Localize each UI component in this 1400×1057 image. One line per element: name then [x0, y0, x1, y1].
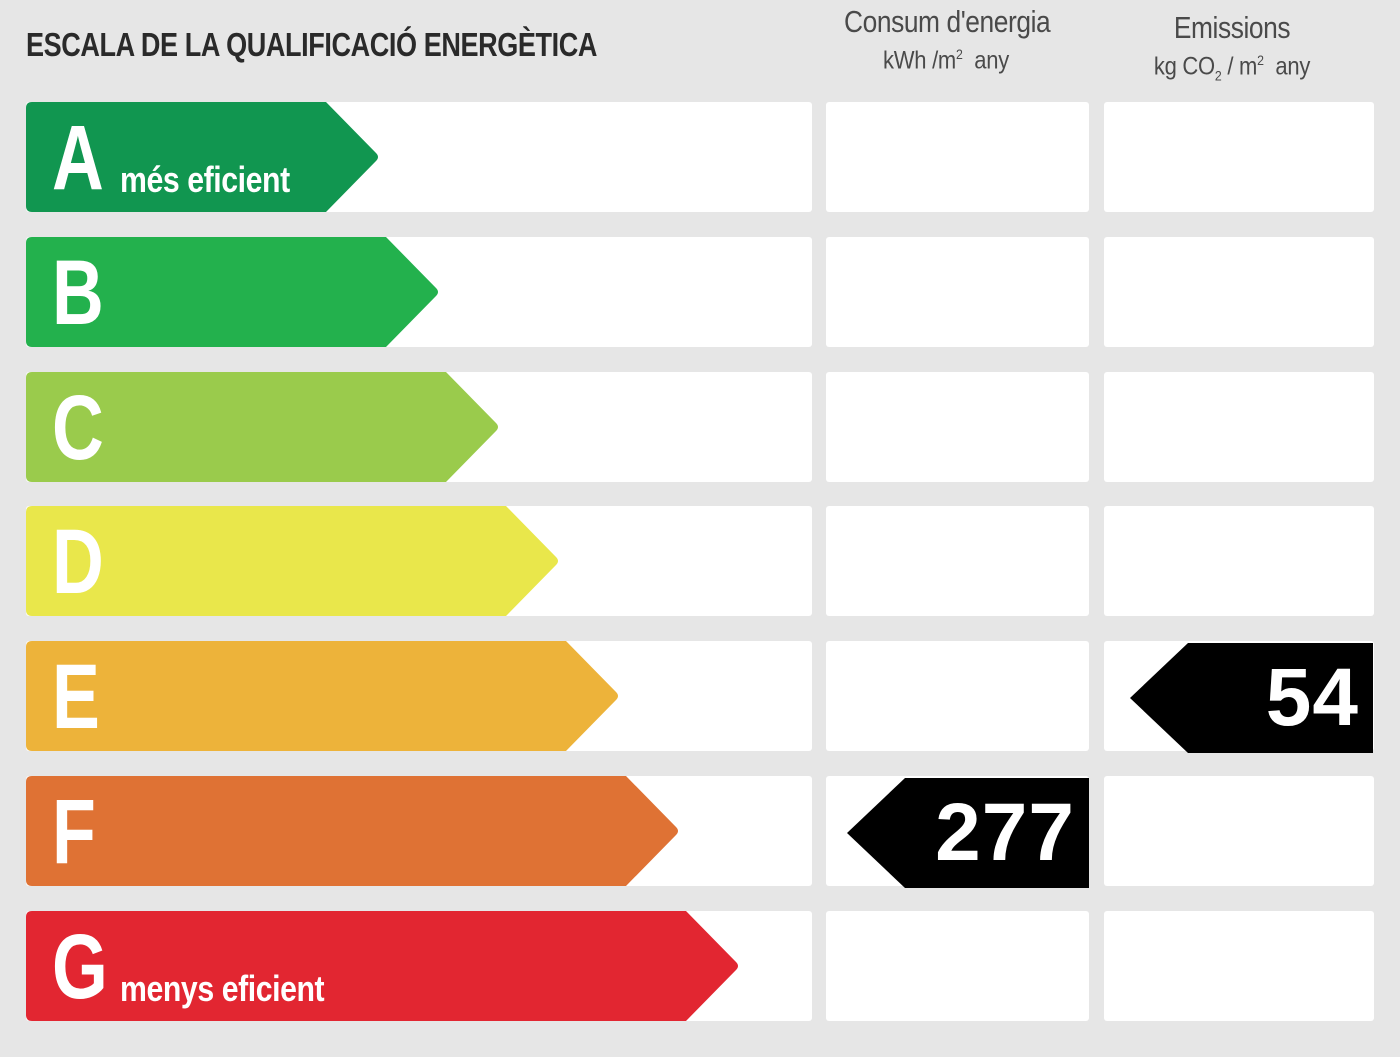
emissions-cell	[1104, 910, 1374, 1021]
rating-letter: A	[52, 107, 104, 209]
rating-row-e: E 54	[0, 641, 1400, 754]
rating-arrow-e	[26, 641, 618, 752]
energy-value: 277	[935, 787, 1075, 878]
emissions-cell	[1104, 236, 1374, 347]
energy-cell	[826, 371, 1089, 482]
energy-header-label: Consum d'energia	[844, 4, 1051, 39]
rating-letter: B	[52, 241, 104, 344]
emissions-cell	[1104, 371, 1374, 482]
rating-sublabel: menys eficient	[120, 967, 325, 1009]
rating-row-c: C	[0, 371, 1400, 482]
rating-row-f: F 277	[0, 776, 1400, 888]
rating-arrow-c	[26, 371, 498, 482]
rating-arrow-b	[26, 236, 438, 347]
energy-cell	[826, 910, 1089, 1021]
rating-row-b: B	[0, 236, 1400, 347]
page-title: ESCALA DE LA QUALIFICACIÓ ENERGÈTICA	[26, 26, 598, 63]
rating-letter: E	[52, 646, 100, 749]
rating-letter: C	[52, 376, 104, 479]
emissions-value-marker: 54	[1130, 643, 1373, 754]
rating-letter: D	[52, 511, 104, 614]
emissions-value: 54	[1265, 652, 1359, 744]
energy-column-header: Consum d'energia kWh /m2 any	[826, 4, 1066, 75]
energy-cell	[826, 102, 1089, 212]
rating-row-d: D	[0, 506, 1400, 617]
energy-cell	[826, 641, 1089, 752]
rating-arrow-f	[26, 776, 678, 886]
emissions-cell	[1104, 506, 1374, 617]
emissions-cell	[1104, 776, 1374, 886]
rating-arrow-d	[26, 506, 558, 617]
emissions-header-label: Emissions	[1173, 10, 1291, 45]
rating-arrow-a	[26, 102, 378, 212]
emissions-unit: kg CO2 / m2 any	[1153, 52, 1311, 84]
energy-unit: kWh /m2 any	[883, 46, 1009, 75]
energy-cell	[826, 506, 1089, 617]
emissions-column-header: Emissions kg CO2 / m2 any	[1112, 10, 1352, 83]
rating-arrow-g	[26, 910, 738, 1021]
emissions-cell	[1104, 102, 1374, 212]
energy-cell	[826, 236, 1089, 347]
rating-letter: F	[52, 781, 96, 883]
rating-sublabel: més eficient	[120, 159, 290, 200]
rating-letter: G	[52, 915, 108, 1018]
energy-value-marker: 277	[847, 778, 1089, 888]
